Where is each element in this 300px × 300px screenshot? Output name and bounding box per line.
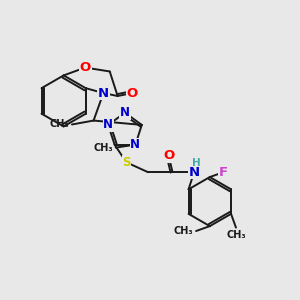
Text: N: N [98,87,109,100]
Text: O: O [127,87,138,100]
Text: N: N [120,106,130,119]
Text: CH₃: CH₃ [226,230,246,240]
Text: N: N [103,118,113,131]
Text: CH₃: CH₃ [93,142,113,153]
Text: N: N [188,166,200,178]
Text: O: O [163,149,174,162]
Text: N: N [130,138,140,151]
Text: S: S [122,156,130,169]
Text: CH₃: CH₃ [173,226,193,236]
Text: CH₃: CH₃ [50,119,69,130]
Text: O: O [80,61,91,74]
Text: F: F [219,166,228,178]
Text: H: H [192,158,200,168]
